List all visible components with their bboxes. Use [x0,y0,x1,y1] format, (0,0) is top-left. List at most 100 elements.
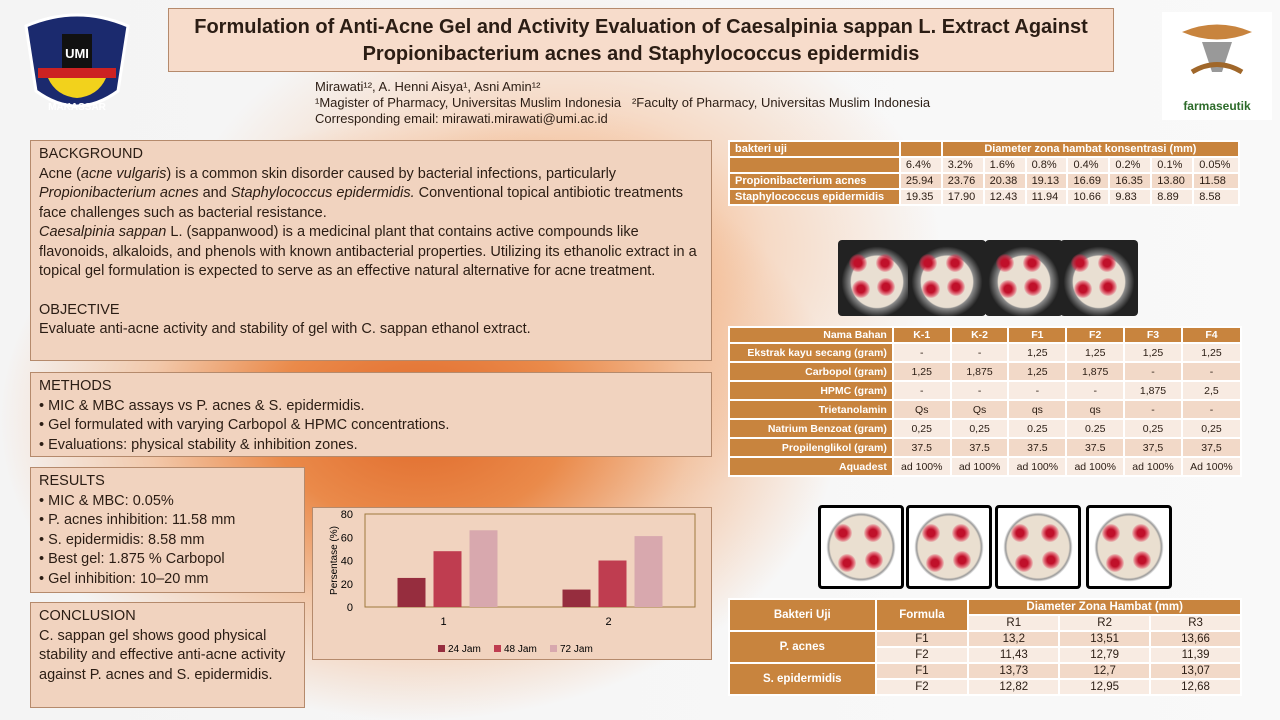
table-cell: - [891,380,952,401]
inhibition-zone [1133,551,1152,570]
petri-dish-image [1060,240,1138,316]
zone-value: 10.66 [1066,188,1111,206]
table-cell: - [1180,399,1243,420]
table-header: F2 [1065,326,1126,344]
inhibition-zone [918,253,937,272]
inhibition-zone [1010,524,1029,543]
corresponding-email: Corresponding email: mirawati.mirawati@u… [315,111,608,126]
table-cell: 1,25 [891,361,952,382]
zone-value: 16.35 [1108,172,1153,190]
petri-dish-image [995,505,1081,589]
legend-label: 72 Jam [560,644,593,655]
table-cell: ad 100% [949,456,1010,477]
ingredient-name: Natrium Benzoat (gram) [728,418,894,439]
inhibition-zone [833,524,852,543]
methods-heading: METHODS [39,378,112,394]
table-cell: 1,25 [1180,342,1243,363]
table-cell: 2,5 [1180,380,1243,401]
x-tick-label: 1 [440,616,446,628]
formulation-table: Nama Bahan K-1 K-2 F1 F2 F3 F4 Ekstrak kayu sec… [728,326,1243,477]
table-header: K-1 [891,326,952,344]
affiliation-2: ²Faculty of Pharmacy, Universitas Muslim… [631,95,931,110]
table-cell: 13,51 [1058,630,1152,648]
table-cell: F1 [874,630,970,648]
bar-24-jam [397,577,426,607]
table-cell: ad 100% [1123,456,1183,477]
inhibition-zone [1040,524,1059,543]
background-paragraph-2: Caesalpinia sappan L. (sappanwood) is a … [39,224,697,279]
table-row: F2 12,82 12,95 12,68 [729,678,1242,696]
inhibition-zone [1097,253,1116,272]
y-tick-label: 20 [341,579,353,591]
table-cell: 0,25 [1123,418,1183,439]
ingredient-name: Ekstrak kayu secang (gram) [728,342,894,363]
results-item: • MIC & MBC: 0.05% [39,492,174,509]
affiliation-1: ¹Magister of Pharmacy, Universitas Musli… [315,95,622,110]
table-cell: 37.5 [1065,437,1126,458]
inhibition-zone [1014,553,1033,572]
petri-dish-image [985,240,1063,316]
table-cell: 1,875 [1123,380,1183,401]
lab-logo: farmaseutik [1162,12,1272,120]
inhibition-zone [865,551,884,570]
table-header: Nama Bahan [728,326,894,344]
legend-label: 48 Jam [504,644,537,655]
table-cell: 1,25 [1007,361,1068,382]
table-row: Aquadest ad 100% ad 100% ad 100% ad 100% ad 1… [728,456,1243,477]
table-cell: 12,7 [1058,662,1152,680]
bar-24-jam [562,589,591,607]
table-row: Propilenglikol (gram) 37.5 37.5 37.5 37.5 37,… [728,437,1243,458]
petri-dish-image [906,505,992,589]
table-cell: - [949,342,1010,363]
concentration-cell: 0.8% [1024,156,1069,174]
table-cell: 0.25 [1065,418,1126,439]
concentration-cell: 0.05% [1192,156,1240,174]
table-row: P. acnes F1 13,2 13,51 13,66 [728,630,1242,664]
inhibition-zone [837,553,856,572]
mic-table: bakteri uji Diameter zona hambat konsentr… [728,140,1241,206]
bacteria-name: Propionibacterium acnes [728,172,901,190]
y-tick-label: 0 [347,602,353,614]
table-cell: - [1007,380,1068,401]
author-names: Mirawati¹², A. Henni Aisya¹, Asni Amin¹² [315,79,541,94]
table-cell: F1 [874,662,970,680]
table-cell: - [891,342,952,363]
legend-label: 24 Jam [448,644,481,655]
replicate-header: R3 [1149,614,1242,632]
table-cell: qs [1065,399,1126,420]
zone-value: 13.80 [1150,172,1195,190]
background-section: BACKGROUND Acne (acne vulgaris) is a com… [30,140,712,361]
petri-dish-image [1086,505,1172,589]
table-cell: 1,25 [1123,342,1183,363]
inhibition-zone [863,524,882,543]
zone-value: 19.13 [1024,172,1069,190]
inhibition-zone [921,524,940,543]
svg-text:farmaseutik: farmaseutik [1183,99,1251,113]
legend-swatch [438,645,445,652]
bar-72-jam [634,536,663,607]
table-cell: 13,66 [1149,630,1242,648]
results-item: • P. acnes inhibition: 11.58 mm [39,512,236,528]
table-cell: - [1123,361,1183,382]
zone-value: 17.90 [940,188,985,206]
gel-inhibition-table: Bakteri Uji Formula Diameter Zona Hambat (… [728,598,1242,696]
table-header: K-2 [949,326,1010,344]
zone-value: 12.43 [982,188,1027,206]
ingredient-name: Aquadest [728,456,894,477]
zone-value: 9.83 [1108,188,1153,206]
inhibition-zone [852,280,871,299]
table-header: Diameter zona hambat konsentrasi (mm) [940,140,1241,158]
objective-text: Evaluate anti-acne activity and stabilit… [39,321,531,337]
table-cell: - [1180,361,1243,382]
methods-item: • Gel formulated with varying Carbopol &… [39,417,450,433]
petri-dish-image [838,240,916,316]
x-tick-label: 2 [605,616,611,628]
table-cell: 1,25 [1065,342,1126,363]
conclusion-text: C. sappan gel shows good physical stabil… [39,627,286,683]
inhibition-zone [1070,253,1089,272]
conclusion-section: CONCLUSION C. sappan gel shows good phys… [30,602,305,708]
methods-item: • MIC & MBC assays vs P. acnes & S. epid… [39,397,365,414]
table-header: Diameter Zona Hambat (mm) [967,598,1242,616]
table-cell: 1,25 [1007,342,1068,363]
zone-value: 23.76 [940,172,985,190]
